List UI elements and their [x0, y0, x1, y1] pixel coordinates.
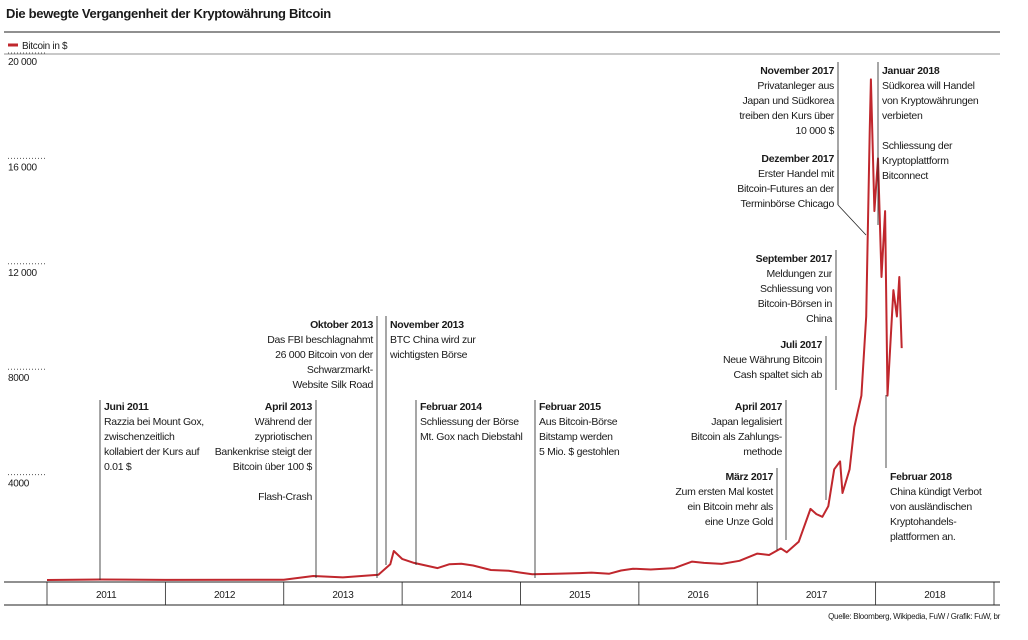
annotation-text: Bitconnect	[882, 170, 928, 182]
annotation-text: Während der	[255, 416, 313, 428]
annotation-text: Bankenkrise steigt der	[215, 446, 313, 458]
annotation-text: von ausländischen	[890, 501, 972, 513]
annotation-text: Website Silk Road	[293, 379, 374, 391]
chart-title: Die bewegte Vergangenheit der Kryptowähr…	[6, 6, 331, 21]
annotation-title: April 2017	[735, 401, 783, 413]
annotation-text: Schwarzmarkt-	[307, 364, 374, 376]
x-tick-label: 2016	[688, 590, 710, 601]
annotation-text: Bitcoin-Börsen in	[758, 298, 833, 310]
annotation-text: ein Bitcoin mehr als	[687, 501, 773, 513]
annotation-text: treiben den Kurs über	[739, 110, 834, 122]
y-tick-label: 20 000	[8, 57, 38, 68]
annotation-text: Privatanleger aus	[757, 80, 834, 92]
y-tick-label: 12 000	[8, 268, 38, 279]
annotation-text: kollabiert der Kurs auf	[104, 446, 200, 458]
annotation-title: November 2013	[390, 319, 464, 331]
annotation-title: Juni 2011	[104, 401, 149, 413]
annotation-text: 0.01 $	[104, 461, 132, 473]
x-tick-label: 2012	[214, 590, 236, 601]
annotation-text: 10 000 $	[796, 125, 835, 137]
y-tick-label: 4000	[8, 479, 30, 490]
annotation-text: Kryptohandels-	[890, 516, 957, 528]
annotation-text: Terminbörse Chicago	[740, 198, 834, 210]
annotation-text: Mt. Gox nach Diebstahl	[420, 431, 523, 443]
annotation-text: Bitcoin über 100 $	[233, 461, 313, 473]
annotation-text: Südkorea will Handel	[882, 80, 975, 92]
annotation-text: Razzia bei Mount Gox,	[104, 416, 204, 428]
annotation-text: Neue Währung Bitcoin	[723, 354, 823, 366]
annotation-title: November 2017	[760, 65, 834, 77]
annotation-text: China	[806, 313, 832, 325]
annotation-title: September 2017	[756, 253, 833, 265]
annotation-text: Erster Handel mit	[758, 168, 834, 180]
annotation-text: zypriotischen	[255, 431, 313, 443]
annotation-text: 26 000 Bitcoin von der	[275, 349, 374, 361]
annotation-text: Schliessung der Börse	[420, 416, 519, 428]
y-tick-label: 16 000	[8, 162, 38, 173]
annotation-title: April 2013	[265, 401, 313, 413]
annotation-text: Aus Bitcoin-Börse	[539, 416, 618, 428]
annotation-text: Kryptoplattform	[882, 155, 949, 167]
annotation-text: 5 Mio. $ gestohlen	[539, 446, 620, 458]
annotation-title: Oktober 2013	[310, 319, 373, 331]
annotation-text: Japan legalisiert	[711, 416, 782, 428]
annotation-text: plattformen an.	[890, 531, 956, 543]
annotation-text: methode	[743, 446, 782, 458]
annotation-text: Bitcoin-Futures an der	[737, 183, 835, 195]
price-line	[46, 78, 903, 581]
annotation-title: Februar 2015	[539, 401, 601, 413]
annotation-text: wichtigsten Börse	[389, 349, 468, 361]
annotation-title: Februar 2014	[420, 401, 482, 413]
annotation-text: Das FBI beschlagnahmt	[267, 334, 373, 346]
annotation-title: Januar 2018	[882, 65, 940, 77]
y-tick-label: 8000	[8, 373, 30, 384]
annotation-text: Flash-Crash	[258, 491, 312, 503]
annotation-text: eine Unze Gold	[705, 516, 774, 528]
annotation-text: von Kryptowährungen	[882, 95, 979, 107]
annotation-line	[837, 204, 867, 236]
annotation-text: Bitstamp werden	[539, 431, 613, 443]
annotation-text: verbieten	[882, 110, 923, 122]
x-tick-label: 2013	[332, 590, 354, 601]
x-tick-label: 2017	[806, 590, 828, 601]
x-tick-label: 2014	[451, 590, 473, 601]
x-tick-label: 2018	[924, 590, 946, 601]
annotation-text: Cash spaltet sich ab	[733, 369, 822, 381]
annotation-text: China kündigt Verbot	[890, 486, 982, 498]
annotation-text: zwischenzeitlich	[104, 431, 175, 443]
annotation-text: Meldungen zur	[766, 268, 832, 280]
annotation-text: Zum ersten Mal kostet	[675, 486, 773, 498]
annotation-title: März 2017	[726, 471, 774, 483]
x-tick-label: 2011	[96, 590, 117, 601]
annotation-text: Japan und Südkorea	[742, 95, 834, 107]
annotation-text: BTC China wird zur	[390, 334, 476, 346]
annotation-title: Dezember 2017	[761, 153, 834, 165]
x-tick-label: 2015	[569, 590, 591, 601]
annotation-title: Februar 2018	[890, 471, 952, 483]
annotation-title: Juli 2017	[780, 339, 822, 351]
annotation-text: Schliessung der	[882, 140, 953, 152]
legend-label: Bitcoin in $	[22, 41, 68, 52]
annotation-text: Bitcoin als Zahlungs-	[691, 431, 783, 443]
annotation-text: Schliessung von	[760, 283, 832, 295]
source: Quelle: Bloomberg, Wikipedia, FuW / Graf…	[828, 612, 1001, 621]
